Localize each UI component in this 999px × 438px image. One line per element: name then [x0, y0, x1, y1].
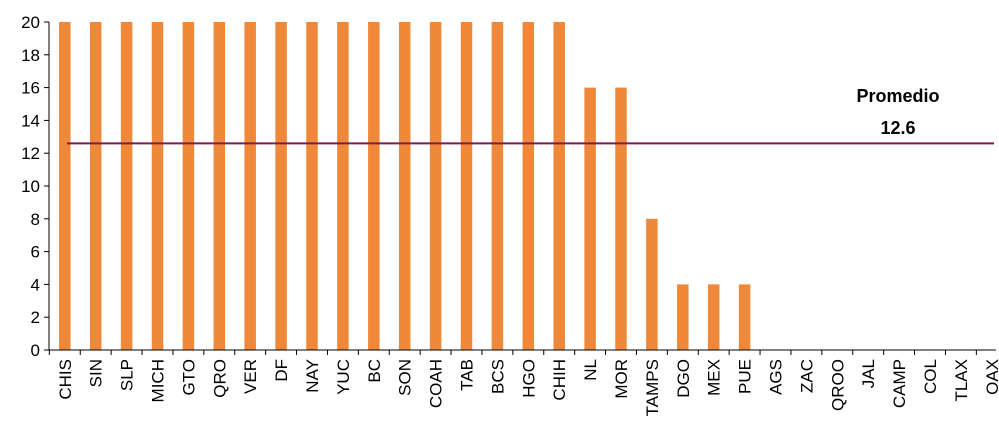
x-tick-label: SIN	[87, 359, 106, 387]
y-tick-label: 14	[21, 111, 40, 130]
y-tick-label: 0	[31, 341, 40, 360]
x-tick-label: HGO	[519, 359, 538, 398]
y-tick-label: 16	[21, 79, 40, 98]
y-axis: 0 2 4 6 8 10 12 14 16 18 20	[21, 13, 50, 360]
x-tick-label: DGO	[674, 359, 693, 398]
bar	[738, 284, 751, 350]
x-tick-label: NL	[581, 359, 600, 381]
bar	[615, 87, 627, 350]
bar	[120, 22, 133, 350]
bar	[584, 87, 596, 350]
y-tick-label: 4	[31, 275, 40, 294]
x-tick-label: DF	[272, 359, 291, 382]
x-tick-label: YUC	[334, 359, 353, 395]
bar	[677, 284, 689, 350]
x-tick-label: TAMPS	[643, 359, 662, 416]
x-tick-label: TAB	[458, 359, 477, 391]
bar	[182, 22, 195, 350]
average-label: Promedio	[856, 86, 939, 106]
x-tick-label: SLP	[118, 359, 137, 391]
bar	[275, 22, 287, 350]
average-value: 12.6	[880, 118, 915, 138]
bar	[460, 22, 473, 350]
x-tick-label: MEX	[705, 359, 724, 396]
bar	[368, 22, 380, 350]
y-tick-label: 18	[21, 46, 40, 65]
bar	[59, 22, 71, 350]
x-tick-label: GTO	[179, 359, 198, 396]
x-tick-label: NAY	[303, 359, 322, 393]
bar	[707, 284, 720, 350]
x-axis: CHIS SIN SLP MICH GTO QRO VER DF NAY YUC BC SON COAH…	[48, 349, 999, 416]
x-tick-label: QROO	[828, 359, 847, 411]
x-tick-label: VER	[241, 359, 260, 394]
x-tick-label: MICH	[149, 359, 168, 402]
bar	[398, 22, 411, 350]
bar	[151, 22, 164, 350]
x-tick-label: PUE	[736, 359, 755, 394]
x-tick-label: BC	[365, 359, 384, 383]
y-tick-label: 6	[31, 243, 40, 262]
bar	[213, 22, 226, 350]
y-tick-label: 10	[21, 177, 40, 196]
x-tick-label: CHIS	[56, 359, 75, 400]
x-tick-label: COL	[921, 359, 940, 394]
x-tick-label: SON	[396, 359, 415, 396]
bars-group	[59, 22, 751, 350]
x-tick-label: COAH	[427, 359, 446, 408]
x-tick-label: AGS	[767, 359, 786, 395]
x-tick-label: OAX	[983, 359, 999, 395]
bar	[244, 22, 256, 350]
bar	[522, 22, 535, 350]
bar	[646, 218, 658, 350]
x-tick-label: ZAC	[797, 359, 816, 393]
bar	[491, 22, 504, 350]
bar	[553, 22, 565, 350]
x-tick-label: CHIH	[550, 359, 569, 401]
bar	[337, 22, 349, 350]
y-tick-label: 20	[21, 13, 40, 32]
y-tick-label: 12	[21, 144, 40, 163]
bar	[429, 22, 442, 350]
x-tick-label: MOR	[612, 359, 631, 399]
x-tick-label: CAMP	[890, 359, 909, 408]
x-tick-label: JAL	[859, 359, 878, 388]
y-tick-label: 8	[31, 210, 40, 229]
x-tick-label: QRO	[210, 359, 229, 398]
bar	[89, 22, 102, 350]
bar	[306, 22, 318, 350]
x-tick-label: BCS	[488, 359, 507, 394]
x-tick-label: TLAX	[952, 359, 971, 402]
y-tick-label: 2	[31, 308, 40, 327]
